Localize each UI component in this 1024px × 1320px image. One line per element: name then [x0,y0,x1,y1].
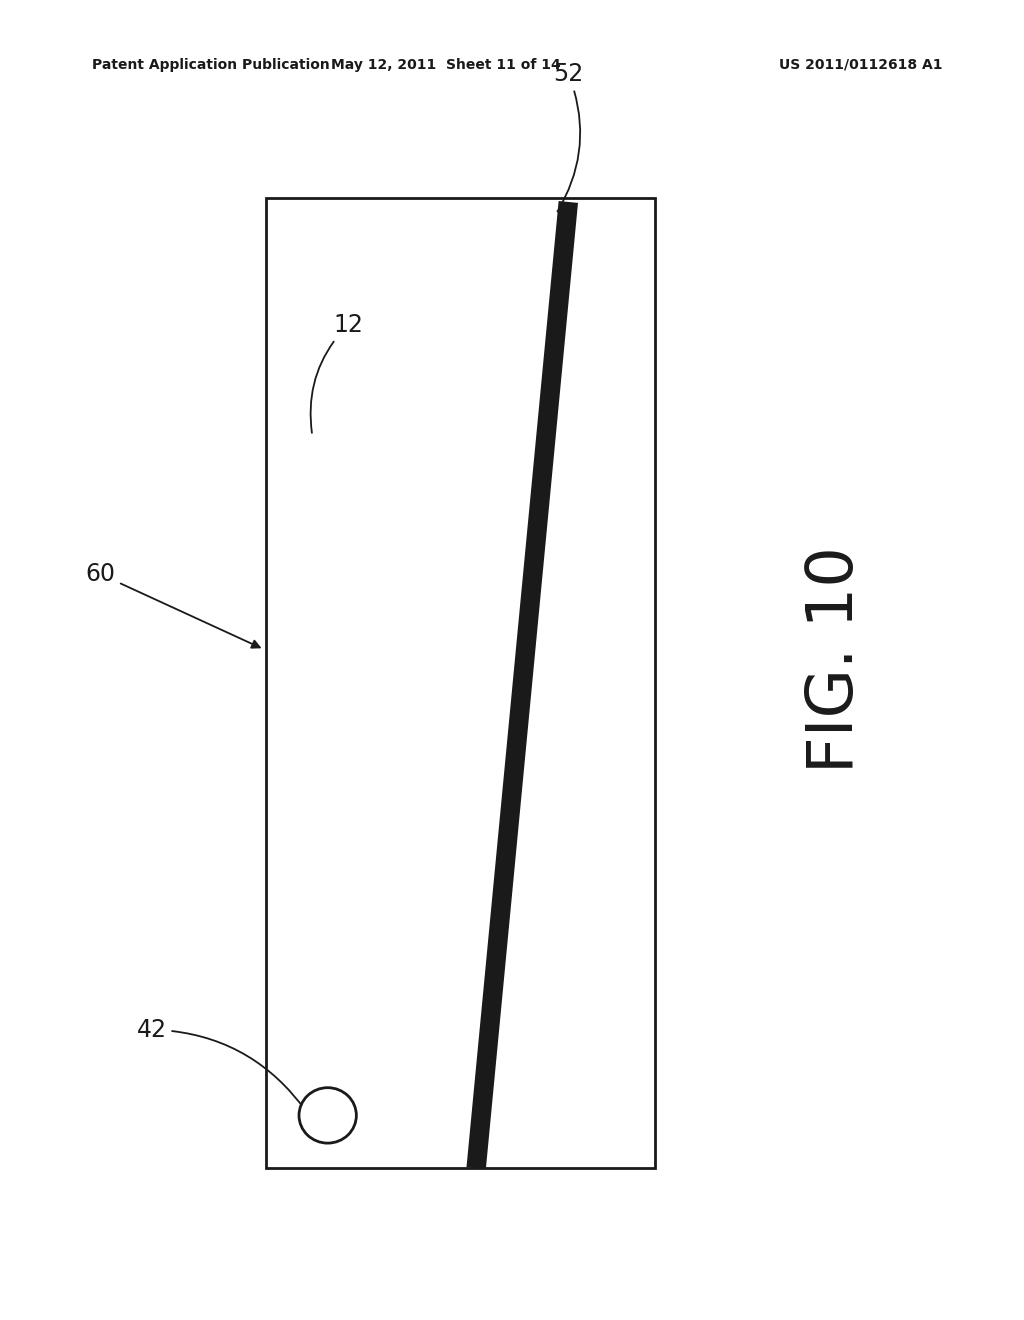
Text: Patent Application Publication: Patent Application Publication [92,58,330,71]
Text: May 12, 2011  Sheet 11 of 14: May 12, 2011 Sheet 11 of 14 [331,58,560,71]
Ellipse shape [299,1088,356,1143]
Text: FIG. 10: FIG. 10 [804,546,865,774]
Text: US 2011/0112618 A1: US 2011/0112618 A1 [778,58,942,71]
Text: 60: 60 [85,562,260,648]
Text: 42: 42 [136,1018,305,1110]
Text: 52: 52 [553,62,584,211]
Text: 12: 12 [310,313,364,433]
Bar [266,198,655,1168]
